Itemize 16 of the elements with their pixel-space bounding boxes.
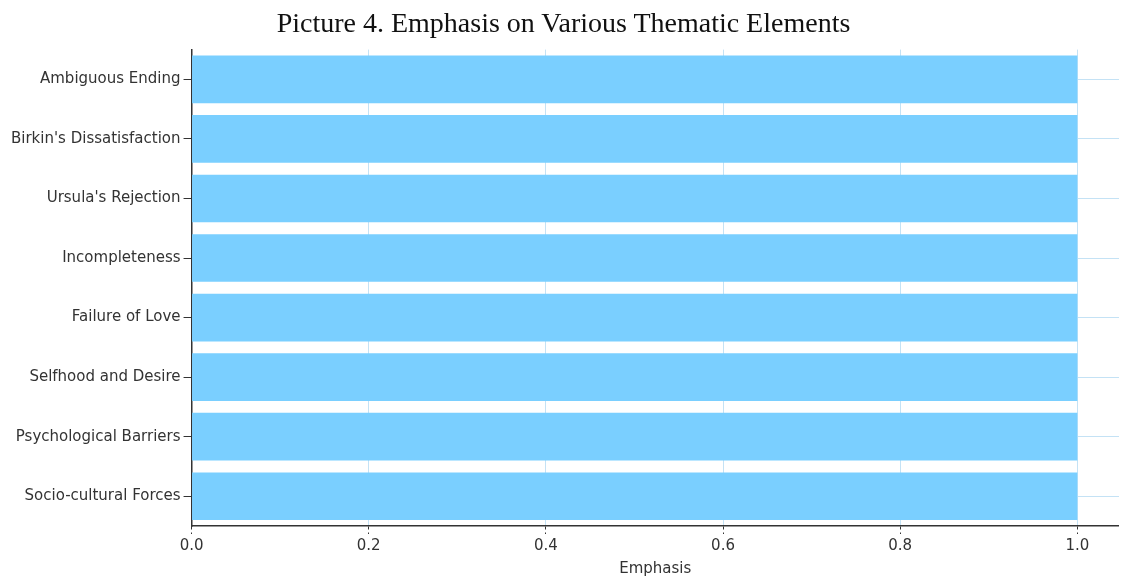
- y-tick-label: Failure of Love: [71, 307, 181, 326]
- y-tick-label: Birkin's Dissatisfaction: [10, 128, 181, 147]
- x-tick-label: 0.6: [711, 535, 735, 554]
- chart-title: Picture 4. Emphasis on Various Thematic Elements: [276, 7, 851, 39]
- x-tick-label: 1.0: [1065, 535, 1090, 554]
- y-tick-label: Ambiguous Ending: [39, 69, 181, 88]
- y-tick-label: Incompleteness: [62, 247, 181, 266]
- x-tick-label: 0.2: [356, 535, 381, 554]
- x-tick-label: 0.8: [888, 535, 913, 554]
- y-tick-label: Selfhood and Desire: [29, 367, 181, 386]
- x-axis-title: Emphasis: [619, 558, 692, 577]
- x-tick-label: 0.0: [179, 535, 204, 554]
- y-tick-label: Ursula's Rejection: [46, 188, 181, 207]
- y-tick-label: Socio-cultural Forces: [24, 486, 181, 505]
- x-tick-label: 0.4: [533, 535, 558, 554]
- y-tick-label: Psychological Barriers: [15, 426, 181, 445]
